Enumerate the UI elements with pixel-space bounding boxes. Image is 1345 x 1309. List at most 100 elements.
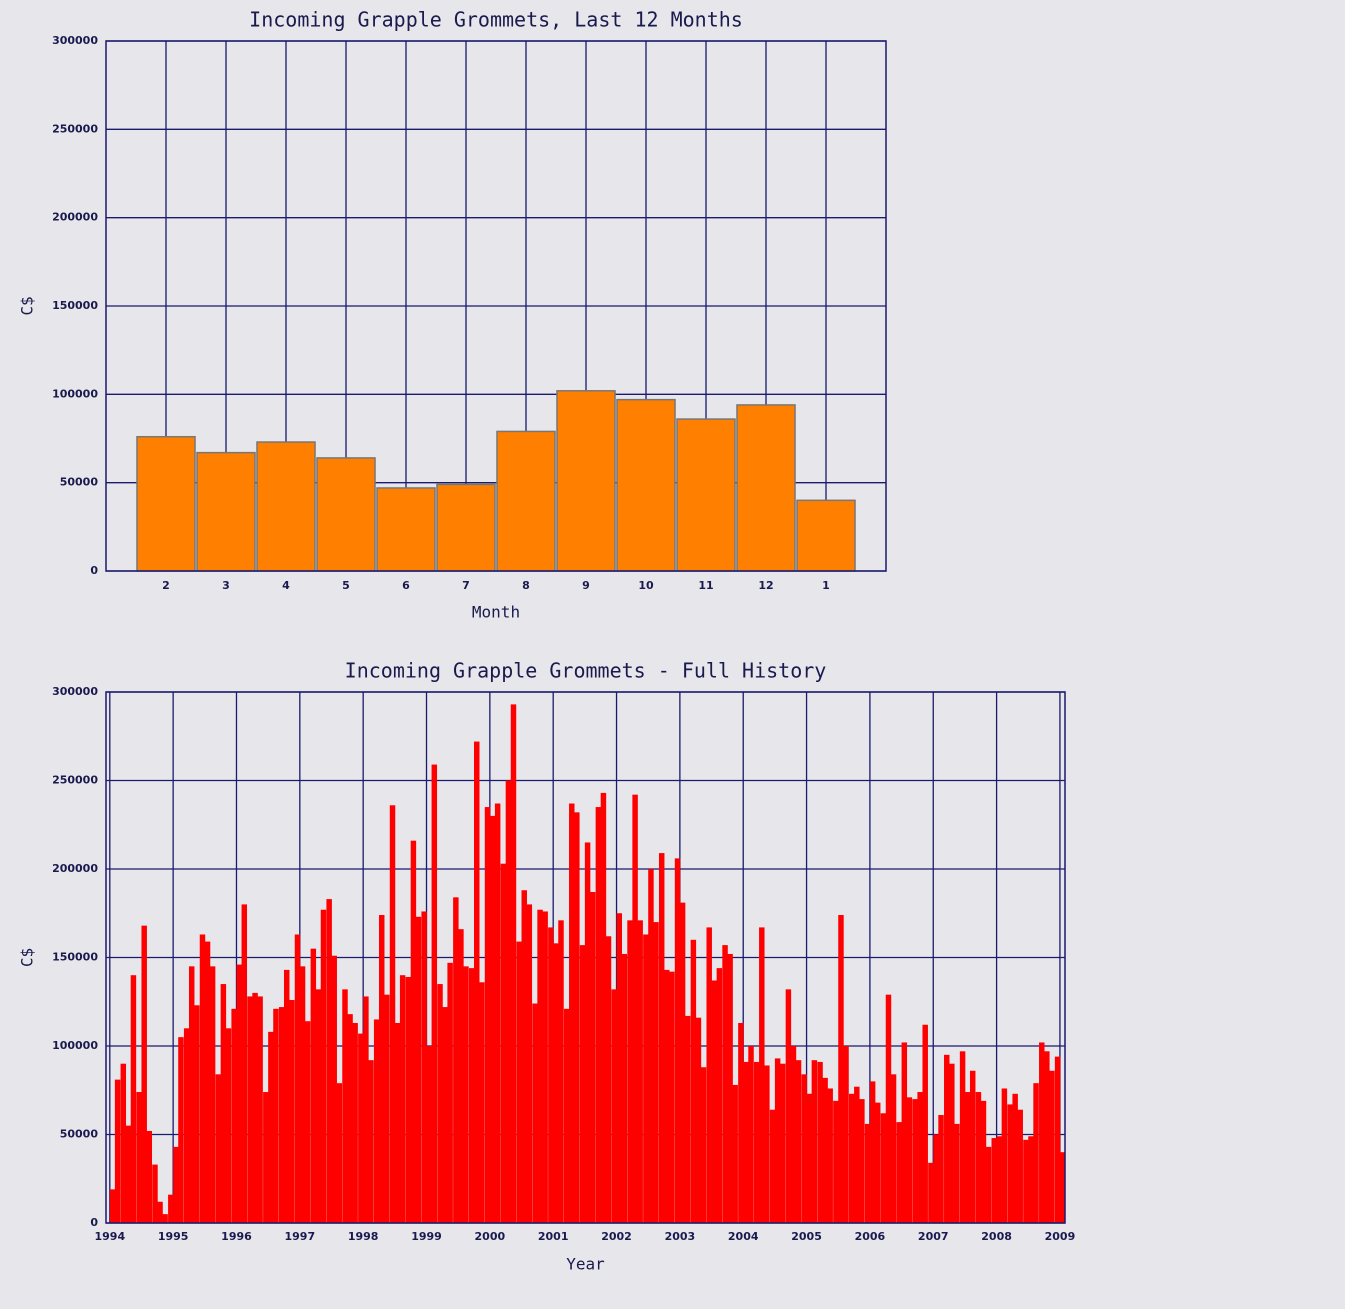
bar xyxy=(1001,1088,1008,1223)
bar xyxy=(827,1088,833,1223)
bar xyxy=(257,996,263,1223)
bar xyxy=(326,899,332,1223)
x-tick-label: 5 xyxy=(342,579,350,592)
bar xyxy=(542,911,548,1223)
bar xyxy=(256,441,316,572)
bar xyxy=(653,922,659,1223)
bar xyxy=(173,1146,179,1223)
bar xyxy=(537,909,543,1223)
bar xyxy=(896,1122,902,1223)
bar xyxy=(188,966,195,1223)
bar xyxy=(125,1125,132,1223)
x-axis-label: Month xyxy=(472,603,520,622)
x-tick-label: 2001 xyxy=(538,1230,569,1243)
bar xyxy=(938,1115,944,1223)
x-tick-label: 10 xyxy=(638,579,654,592)
bar xyxy=(980,1100,987,1223)
bar xyxy=(616,913,623,1223)
bar xyxy=(399,975,406,1223)
bar xyxy=(178,1037,184,1223)
bar xyxy=(854,1086,860,1223)
bar xyxy=(1007,1104,1013,1223)
bar xyxy=(489,815,496,1223)
x-tick-label: 1 xyxy=(822,579,830,592)
bar xyxy=(922,1024,928,1223)
bar xyxy=(985,1146,992,1223)
x-tick-label: 6 xyxy=(402,579,410,592)
y-tick-label: 0 xyxy=(90,1216,98,1229)
bar xyxy=(141,925,147,1223)
bar xyxy=(833,1100,839,1223)
bar xyxy=(421,911,427,1223)
bar xyxy=(183,1028,190,1223)
bar xyxy=(706,927,712,1223)
bar xyxy=(278,1007,285,1223)
bar xyxy=(1039,1042,1045,1223)
bar xyxy=(157,1201,163,1223)
bar xyxy=(1059,1152,1066,1223)
bar xyxy=(806,1093,813,1223)
bar xyxy=(928,1162,934,1223)
bar xyxy=(394,1022,401,1223)
bar xyxy=(510,704,517,1223)
bar xyxy=(722,945,728,1223)
bar xyxy=(320,909,327,1223)
x-tick-label: 2007 xyxy=(918,1230,949,1243)
x-tick-label: 8 xyxy=(522,579,530,592)
bar xyxy=(838,915,844,1223)
bar xyxy=(294,934,301,1223)
bar xyxy=(283,969,290,1223)
bar xyxy=(347,1014,353,1223)
bar xyxy=(436,483,496,572)
x-tick-label: 9 xyxy=(582,579,590,592)
bar xyxy=(168,1194,174,1223)
bar xyxy=(732,1084,738,1223)
bar xyxy=(885,994,892,1223)
bar xyxy=(315,989,322,1223)
bar xyxy=(849,1093,855,1223)
bar xyxy=(1023,1139,1029,1223)
x-tick-label: 2009 xyxy=(1045,1230,1076,1243)
bar xyxy=(753,1061,760,1223)
bar xyxy=(700,1067,707,1223)
bar xyxy=(426,1046,432,1223)
bar xyxy=(442,1007,448,1223)
bar xyxy=(632,794,638,1223)
bar xyxy=(373,1019,380,1223)
bar xyxy=(468,968,475,1223)
y-tick-label: 100000 xyxy=(52,387,98,400)
bar xyxy=(556,390,616,572)
bar xyxy=(463,966,469,1223)
x-tick-label: 2008 xyxy=(981,1230,1012,1243)
bar xyxy=(548,927,554,1223)
bar xyxy=(796,499,856,572)
chart-title: Incoming Grapple Grommets, Last 12 Month… xyxy=(249,8,743,32)
bar xyxy=(743,1061,749,1223)
bar xyxy=(944,1054,950,1223)
bar xyxy=(785,989,792,1223)
x-tick-label: 2006 xyxy=(855,1230,886,1243)
bar xyxy=(109,1189,116,1223)
bar xyxy=(474,741,480,1223)
x-tick-label: 2003 xyxy=(665,1230,696,1243)
bar xyxy=(727,953,733,1223)
bar xyxy=(376,487,436,572)
y-tick-label: 250000 xyxy=(52,774,98,787)
bar xyxy=(220,984,227,1223)
bar xyxy=(447,962,453,1223)
bar xyxy=(669,971,675,1223)
bar xyxy=(500,863,507,1223)
bar xyxy=(964,1092,971,1223)
bar xyxy=(874,1102,881,1223)
bar xyxy=(600,792,607,1223)
bar xyxy=(912,1099,918,1223)
bar xyxy=(453,897,459,1223)
x-tick-label: 12 xyxy=(758,579,773,592)
bar xyxy=(901,1042,908,1223)
bar xyxy=(405,976,412,1223)
bar xyxy=(247,996,253,1223)
bar xyxy=(869,1081,876,1223)
bar xyxy=(574,812,580,1223)
bar xyxy=(1012,1093,1018,1223)
bar xyxy=(621,953,628,1223)
